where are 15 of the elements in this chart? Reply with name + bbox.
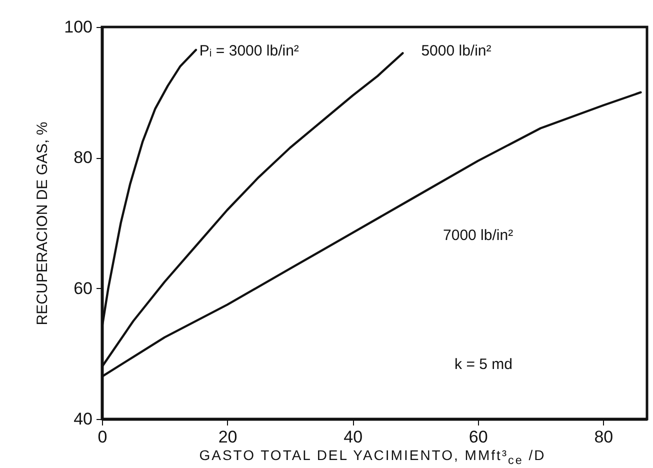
- annotation: k = 5 md: [454, 356, 512, 374]
- annotation: 5000 lb/in²: [421, 42, 492, 60]
- x-tick-label: 80: [594, 428, 614, 446]
- x-tick-label: 60: [468, 428, 488, 446]
- annotation: 7000 lb/in²: [443, 226, 514, 244]
- y-tick-label: 80: [74, 148, 92, 168]
- x-axis-title: GASTO TOTAL DEL YACIMIENTO, MMft³$_{ce}$ /D: [198, 447, 547, 467]
- x-tick-label: 0: [98, 428, 108, 446]
- y-tick-label: 60: [74, 278, 92, 298]
- y-axis-title: RECUPERACION DE GAS, %: [34, 122, 52, 326]
- x-tick-label: 40: [344, 428, 363, 446]
- annotation: Pᵢ = 3000 lb/in²: [199, 42, 299, 60]
- x-tick-label: 20: [218, 428, 238, 446]
- y-tick-label: 40: [74, 410, 92, 428]
- y-tick-label: 100: [64, 18, 92, 36]
